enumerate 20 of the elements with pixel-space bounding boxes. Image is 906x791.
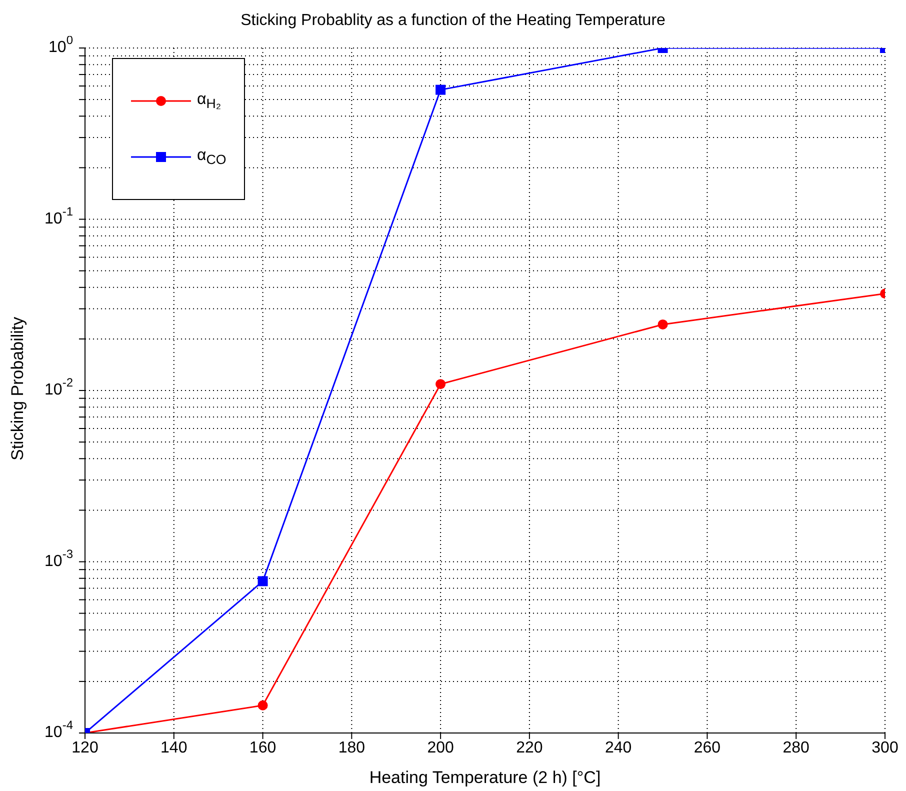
y-tick-label: 10$^{-3}$ xyxy=(44,546,74,570)
y-tick-label: 10$^{-4}$ xyxy=(44,718,74,742)
x-tick-label: 260 xyxy=(694,739,721,756)
x-tick-label: 300 xyxy=(872,739,898,756)
y-tick-label: 10$^{0}$ xyxy=(48,33,74,56)
legend-label: α$_{CO}$ xyxy=(197,146,226,168)
x-tick-label: 200 xyxy=(427,739,454,756)
y-tick-label: 10$^{-2}$ xyxy=(44,376,74,399)
x-tick-label: 120 xyxy=(72,739,98,756)
x-tick-label: 140 xyxy=(160,739,188,756)
x-tick-label: 180 xyxy=(338,739,366,756)
chart-title: Sticking Probablity as a function of the Heating Temperature xyxy=(240,12,666,29)
x-tick-label: 160 xyxy=(249,739,276,756)
x-tick-label: 240 xyxy=(604,739,632,756)
legend-label: α$_{H₂}$ xyxy=(197,90,222,112)
x-tick-label: 280 xyxy=(782,739,810,756)
y-axis-title: Sticking Probability xyxy=(8,316,28,460)
y-tick-label: 10$^{-1}$ xyxy=(44,204,74,228)
x-tick-label: 220 xyxy=(516,739,543,756)
x-axis-title: Heating Temperature (2 h) [°C] xyxy=(369,768,601,787)
